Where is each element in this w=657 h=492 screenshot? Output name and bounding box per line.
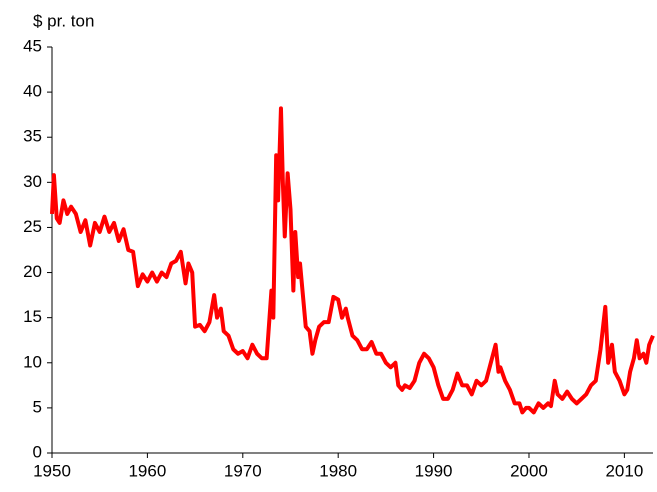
y-tick-label: 0 bbox=[33, 442, 42, 461]
x-tick-label: 1970 bbox=[224, 461, 262, 480]
y-tick-label: 10 bbox=[23, 352, 42, 371]
y-axis-label: $ pr. ton bbox=[33, 11, 94, 30]
y-tick-label: 5 bbox=[33, 397, 42, 416]
y-tick-label: 35 bbox=[23, 127, 42, 146]
x-tick-label: 1950 bbox=[33, 461, 71, 480]
y-tick-label: 25 bbox=[23, 217, 42, 236]
x-tick-label: 1980 bbox=[319, 461, 357, 480]
x-tick-label: 2010 bbox=[605, 461, 643, 480]
y-tick-label: 40 bbox=[23, 82, 42, 101]
y-tick-label: 15 bbox=[23, 307, 42, 326]
y-tick-label: 30 bbox=[23, 172, 42, 191]
x-tick-label: 1990 bbox=[415, 461, 453, 480]
data-line bbox=[50, 106, 655, 415]
y-tick-label: 45 bbox=[23, 36, 42, 55]
x-tick-label: 1960 bbox=[128, 461, 166, 480]
y-tick-label: 20 bbox=[23, 262, 42, 281]
x-tick-label: 2000 bbox=[510, 461, 548, 480]
